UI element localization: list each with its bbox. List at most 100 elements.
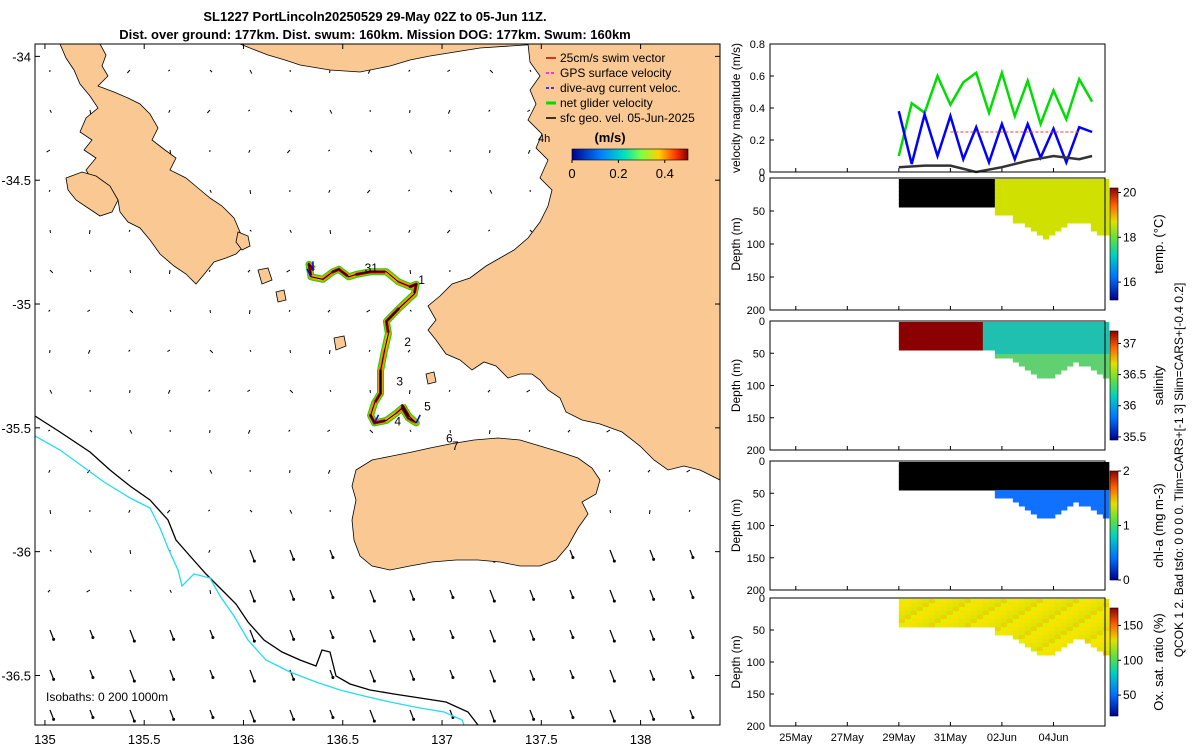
velocity-arrow (208, 269, 211, 273)
heatmap-cell (1030, 603, 1038, 608)
heatmap-cell (994, 187, 1002, 192)
velocity-arrow (526, 389, 531, 393)
heatmap-cell (1090, 498, 1098, 503)
heatmap-cell (970, 466, 978, 471)
velocity-arrow (289, 709, 295, 720)
heatmap-cell (982, 470, 990, 475)
heatmap-cell (1054, 478, 1062, 483)
heatmap-cell (1066, 358, 1074, 363)
heatmap-cell (922, 478, 930, 483)
heatmap-cell (976, 615, 984, 620)
heatmap-cell (1006, 207, 1014, 212)
heatmap-cell (1084, 478, 1092, 483)
heatmap-cell (934, 199, 942, 204)
heatmap-cell (1042, 179, 1050, 184)
heatmap-cell (1066, 494, 1074, 499)
heatmap-cell (958, 179, 966, 184)
heatmap-cell (904, 462, 912, 467)
heatmap-cell (1024, 350, 1032, 355)
heatmap-cell (904, 466, 912, 471)
heatmap-cell (1072, 179, 1080, 184)
heatmap-cell (1084, 322, 1092, 327)
heatmap-cell (1048, 615, 1056, 620)
heatmap-cell (1054, 203, 1062, 208)
heatmap-cell (1090, 219, 1098, 224)
velocity-arrow-head (172, 717, 176, 721)
heatmap-cell (1042, 631, 1050, 636)
velocity-arrow (366, 189, 371, 194)
heatmap-cell (994, 627, 1002, 632)
heatmap-cell (1102, 498, 1110, 503)
heatmap-cell (1024, 223, 1032, 228)
map-ytick-label: -36.5 (1, 668, 31, 683)
heatmap-cell (1090, 631, 1098, 636)
heatmap-cell (1102, 506, 1110, 511)
velocity-arrow (129, 549, 132, 555)
heatmap-cell (1042, 506, 1050, 511)
heatmap-cell (958, 183, 966, 188)
heatmap-cell (904, 478, 912, 483)
heatmap-cell (952, 599, 960, 604)
heatmap-cell (1018, 342, 1026, 347)
heatmap-cell (1072, 207, 1080, 212)
heatmap-cell (1096, 334, 1104, 339)
heatmap-cell (1084, 334, 1092, 339)
heatmap-cell (1024, 478, 1032, 483)
heatmap-cell (1054, 330, 1062, 335)
heatmap-cell (1066, 322, 1074, 327)
heatmap-cell (940, 187, 948, 192)
heatmap-cell (1072, 615, 1080, 620)
heatmap-cell (898, 607, 906, 612)
velocity-arrow (367, 69, 371, 74)
heatmap-cell (1084, 494, 1092, 499)
heatmap-cell (904, 607, 912, 612)
heatmap-cell (1054, 322, 1062, 327)
heatmap-cell (898, 486, 906, 491)
heatmap-cell (1096, 191, 1104, 196)
heatmap-cell (1012, 619, 1020, 624)
heatmap-cell (994, 350, 1002, 355)
panel-xtick-label: 27May (831, 732, 865, 744)
heatmap-cell (970, 187, 978, 192)
heatmap-cell (1006, 322, 1014, 327)
heatmap-cell (1060, 326, 1068, 331)
heatmap-cell (958, 615, 966, 620)
heatmap-cell (934, 619, 942, 624)
heatmap-cell (958, 199, 966, 204)
velocity-arrow (369, 429, 374, 434)
heatmap-cell (1018, 627, 1026, 632)
heatmap-cell (910, 615, 918, 620)
velocity-arrow (249, 709, 255, 722)
panel-ytick-label: 200 (747, 585, 765, 597)
heatmap-cell (952, 195, 960, 200)
isobath-1000m (35, 435, 465, 725)
small-island-d (275, 289, 287, 303)
heatmap-cell (1096, 506, 1104, 511)
heatmap-cell (1024, 338, 1032, 343)
heatmap-cell (1012, 354, 1020, 359)
heatmap-cell (1096, 330, 1104, 335)
heatmap-cell (1042, 358, 1050, 363)
velocity-arrow (247, 269, 251, 273)
heatmap-cell (1024, 462, 1032, 467)
heatmap-cell (1048, 635, 1056, 640)
heatmap-cell (988, 470, 996, 475)
heatmap-cell (964, 334, 972, 339)
heatmap-cell (1090, 338, 1098, 343)
heatmap-cell (1066, 466, 1074, 471)
track-day-label: 7 (452, 439, 459, 453)
velocity-arrow (169, 309, 172, 313)
heatmap-cell (994, 195, 1002, 200)
map-xtick-label: 138 (630, 732, 652, 747)
velocity-arrow-head (372, 599, 376, 603)
heatmap-cell (1024, 215, 1032, 220)
north-land-strip (239, 44, 541, 73)
heatmap-cell (1024, 619, 1032, 624)
heatmap-cell (1018, 215, 1026, 220)
heatmap-cell (1018, 183, 1026, 188)
heatmap-cell (1000, 346, 1008, 351)
heatmap-cell (1072, 635, 1080, 640)
heatmap-cell (1102, 611, 1110, 616)
velocity-arrow (49, 549, 52, 552)
velocity-arrow (208, 389, 211, 392)
